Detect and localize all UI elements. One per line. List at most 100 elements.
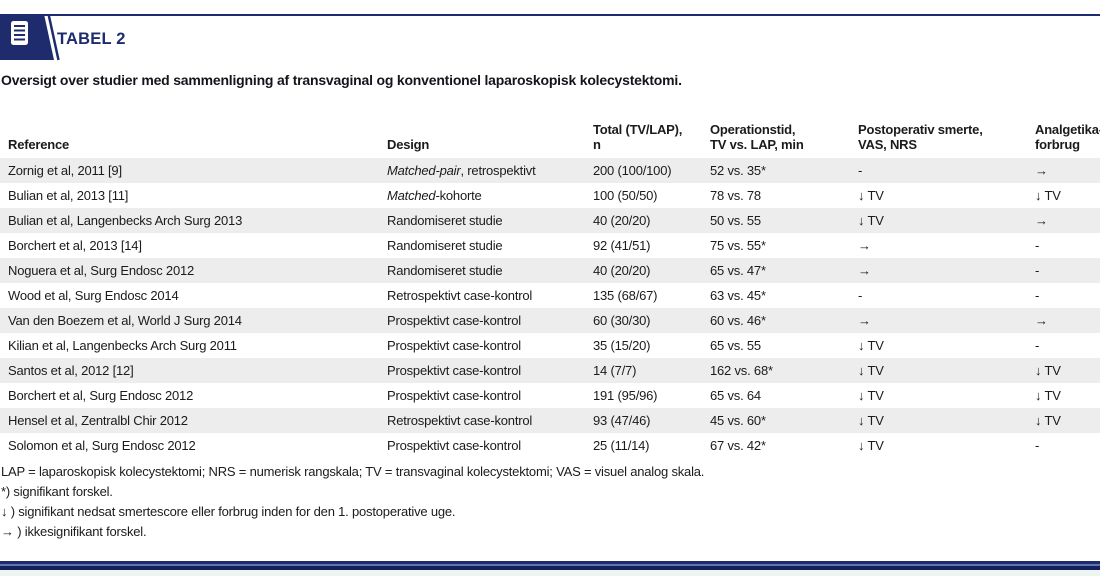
table-badge <box>0 14 60 61</box>
total-cell: 135 (68/67) <box>585 283 702 308</box>
analgetika-cell: - <box>1027 433 1100 458</box>
operationstid-text: 52 vs. 35* <box>710 163 766 178</box>
top-rule <box>0 14 1100 16</box>
col-header-line: Reference <box>8 137 70 152</box>
badge-slash-rule <box>47 14 60 61</box>
smerte-cell: - <box>850 283 1027 308</box>
studies-table: Reference Design Total (TV/LAP), n Opera… <box>0 110 1100 458</box>
smerte-symbol: ↓ TV <box>858 213 884 228</box>
operationstid-text: 65 vs. 64 <box>710 388 761 403</box>
analgetika-cell: ↓ TV <box>1027 358 1100 383</box>
design-text: Prospektivt case-kontrol <box>387 388 521 403</box>
analgetika-cell: ↓ TV <box>1027 383 1100 408</box>
reference-cell: Bulian et al, 2013 [11] <box>0 183 379 208</box>
design-italic-text: Matched <box>387 188 436 203</box>
total-text: 135 (68/67) <box>593 288 658 303</box>
analgetika-symbol: → <box>1035 163 1048 178</box>
reference-cell: Borchert et al, 2013 [14] <box>0 233 379 258</box>
operationstid-cell: 65 vs. 55 <box>702 333 850 358</box>
smerte-cell: ↓ TV <box>850 208 1027 233</box>
reference-cell: Kilian et al, Langenbecks Arch Surg 2011 <box>0 333 379 358</box>
design-cell: Retrospektivt case-kontrol <box>379 408 585 433</box>
analgetika-symbol: - <box>1035 263 1040 278</box>
design-cell: Matched-pair, retrospektivt <box>379 158 585 183</box>
operationstid-cell: 75 vs. 55* <box>702 233 850 258</box>
table-row: Borchert et al, Surg Endosc 2012 Prospek… <box>0 383 1100 408</box>
reference-cell: Noguera et al, Surg Endosc 2012 <box>0 258 379 283</box>
smerte-symbol: ↓ TV <box>858 188 884 203</box>
total-cell: 35 (15/20) <box>585 333 702 358</box>
total-text: 191 (95/96) <box>593 388 658 403</box>
smerte-cell: ↓ TV <box>850 183 1027 208</box>
reference-cell: Wood et al, Surg Endosc 2014 <box>0 283 379 308</box>
total-text: 92 (41/51) <box>593 238 651 253</box>
col-header-line: Postoperativ smerte, <box>858 122 983 137</box>
table-body: Zornig et al, 2011 [9] Matched-pair, ret… <box>0 158 1100 458</box>
analgetika-cell: → <box>1027 158 1100 183</box>
analgetika-cell: → <box>1027 208 1100 233</box>
reference-text: Bulian et al, 2013 [11] <box>8 188 129 203</box>
total-text: 40 (20/20) <box>593 263 651 278</box>
design-cell: Prospektivt case-kontrol <box>379 383 585 408</box>
smerte-symbol: ↓ TV <box>858 438 884 453</box>
footnote-down-arrow: ↓ ) signifikant nedsat smertescore eller… <box>1 504 456 519</box>
design-text: Randomiseret studie <box>387 238 503 253</box>
design-text: , retrospektivt <box>460 163 536 178</box>
total-cell: 100 (50/50) <box>585 183 702 208</box>
reference-cell: Van den Boezem et al, World J Surg 2014 <box>0 308 379 333</box>
table-row: Noguera et al, Surg Endosc 2012 Randomis… <box>0 258 1100 283</box>
operationstid-cell: 52 vs. 35* <box>702 158 850 183</box>
total-cell: 40 (20/20) <box>585 258 702 283</box>
operationstid-cell: 60 vs. 46* <box>702 308 850 333</box>
total-text: 14 (7/7) <box>593 363 637 378</box>
total-cell: 92 (41/51) <box>585 233 702 258</box>
reference-cell: Solomon et al, Surg Endosc 2012 <box>0 433 379 458</box>
reference-text: Van den Boezem et al, World J Surg 2014 <box>8 313 242 328</box>
smerte-cell: ↓ TV <box>850 408 1027 433</box>
table-row: Solomon et al, Surg Endosc 2012 Prospekt… <box>0 433 1100 458</box>
operationstid-cell: 67 vs. 42* <box>702 433 850 458</box>
col-header-line: Total (TV/LAP), <box>593 122 683 137</box>
operationstid-cell: 78 vs. 78 <box>702 183 850 208</box>
design-text: -kohorte <box>435 188 482 203</box>
total-cell: 40 (20/20) <box>585 208 702 233</box>
col-header-line: Design <box>387 137 430 152</box>
analgetika-symbol: ↓ TV <box>1035 413 1061 428</box>
smerte-symbol: ↓ TV <box>858 413 884 428</box>
smerte-symbol: ↓ TV <box>858 338 884 353</box>
reference-text: Bulian et al, Langenbecks Arch Surg 2013 <box>8 213 243 228</box>
total-text: 25 (11/14) <box>593 438 650 453</box>
col-header-analgetikaforbrug: Analgetika- forbrug <box>1027 110 1100 158</box>
smerte-symbol: → <box>858 238 871 253</box>
col-header-total: Total (TV/LAP), n <box>585 110 702 158</box>
smerte-cell: ↓ TV <box>850 358 1027 383</box>
analgetika-cell: ↓ TV <box>1027 408 1100 433</box>
total-cell: 93 (47/46) <box>585 408 702 433</box>
analgetika-cell: - <box>1027 258 1100 283</box>
design-text: Randomiseret studie <box>387 263 503 278</box>
document-lines-icon <box>11 21 28 45</box>
analgetika-symbol: - <box>1035 338 1040 353</box>
design-text: Randomiseret studie <box>387 213 503 228</box>
analgetika-cell: - <box>1027 333 1100 358</box>
reference-text: Hensel et al, Zentralbl Chir 2012 <box>8 413 188 428</box>
table-row: Borchert et al, 2013 [14] Randomiseret s… <box>0 233 1100 258</box>
analgetika-symbol: - <box>1035 288 1040 303</box>
operationstid-cell: 162 vs. 68* <box>702 358 850 383</box>
col-header-reference: Reference <box>0 110 379 158</box>
design-cell: Randomiseret studie <box>379 258 585 283</box>
operationstid-text: 75 vs. 55* <box>710 238 766 253</box>
smerte-symbol: ↓ TV <box>858 363 884 378</box>
table-row: Bulian et al, Langenbecks Arch Surg 2013… <box>0 208 1100 233</box>
operationstid-cell: 63 vs. 45* <box>702 283 850 308</box>
smerte-cell: → <box>850 308 1027 333</box>
operationstid-text: 162 vs. 68* <box>710 363 773 378</box>
operationstid-text: 50 vs. 55 <box>710 213 761 228</box>
analgetika-cell: - <box>1027 283 1100 308</box>
smerte-cell: ↓ TV <box>850 433 1027 458</box>
smerte-symbol: - <box>858 163 863 178</box>
total-text: 200 (100/100) <box>593 163 672 178</box>
analgetika-cell: - <box>1027 233 1100 258</box>
reference-cell: Bulian et al, Langenbecks Arch Surg 2013 <box>0 208 379 233</box>
